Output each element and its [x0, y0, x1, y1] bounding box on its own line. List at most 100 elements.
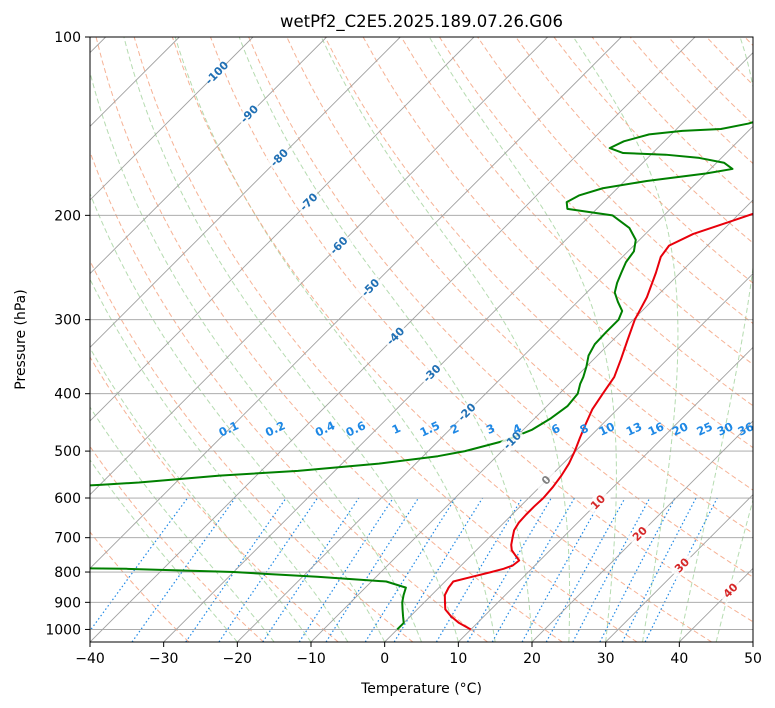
moist-adiabat-line — [174, 37, 496, 642]
moist-adiabat-line — [90, 70, 422, 642]
mixing-ratio-line — [644, 497, 718, 642]
mixing-ratio-line — [435, 497, 523, 642]
isotherm-line — [163, 52, 753, 642]
mixing-ratio-line — [325, 497, 419, 642]
y-tick-label: 900 — [54, 595, 81, 611]
y-tick-label: 100 — [54, 30, 81, 46]
y-tick-label: 1000 — [45, 622, 81, 638]
isotherm-line — [90, 37, 254, 201]
isotherm-line — [90, 37, 622, 569]
mixing-ratio-line — [393, 497, 484, 642]
isotherm-line — [384, 273, 753, 642]
mixing-ratio-line — [218, 497, 318, 642]
moist-adiabat-line — [90, 192, 386, 642]
moist-adiabat-line — [90, 406, 275, 642]
mixing-ratio-label: 1.5 — [418, 418, 442, 439]
mixing-ratio-label: 0.4 — [313, 418, 337, 439]
y-axis-ticks: 100 200 300 400 500 600 700 800 900 1000 — [45, 30, 90, 638]
mixing-ratio-line — [262, 497, 360, 642]
mixing-ratio-label: 30 — [715, 419, 735, 438]
isotherm-line — [90, 37, 401, 348]
mixing-ratio-line — [131, 497, 236, 642]
chart-title: wetPf2_C2E5.2025.189.07.26.G06 — [280, 12, 563, 32]
dry-adiabat-line — [591, 37, 753, 204]
dry-adiabat-line — [210, 37, 753, 623]
mixing-ratio-label: 20 — [670, 419, 690, 438]
mixing-ratio-line — [621, 497, 697, 642]
y-tick-label: 300 — [54, 313, 81, 329]
mixing-ratio-line — [599, 497, 676, 642]
mixing-ratio-label: 13 — [624, 419, 644, 438]
isotherm-line — [752, 641, 753, 642]
y-tick-label: 600 — [54, 491, 81, 507]
y-tick-label: 700 — [54, 531, 81, 547]
mixing-ratio-label: 2 — [448, 421, 461, 437]
isotherm-line — [310, 199, 753, 642]
x-tick-label: −10 — [296, 651, 326, 667]
dry-adiabat-line — [744, 37, 753, 47]
x-tick-label: 50 — [744, 651, 762, 667]
dry-adiabat-line — [248, 37, 753, 578]
isotherm-line — [237, 125, 753, 642]
moist-adiabat-line — [90, 278, 349, 642]
mixing-ratio-label: 0.2 — [263, 418, 287, 439]
dry-adiabat-line — [668, 37, 753, 125]
profile-series — [90, 121, 753, 631]
mixing-ratio-label: 8 — [578, 421, 591, 437]
temperature-profile — [443, 212, 753, 631]
plot-frame — [89, 36, 754, 643]
isotherm-line — [90, 37, 475, 422]
moist-adiabat-line — [678, 37, 753, 642]
dewpoint-profile — [90, 121, 753, 631]
x-axis-ticks: −40 −30 −20 −10 0 10 20 30 40 50 — [75, 642, 762, 667]
mixing-ratio-lines — [90, 497, 718, 642]
y-tick-label: 800 — [54, 565, 81, 581]
x-tick-label: −30 — [149, 651, 179, 667]
x-tick-label: −20 — [223, 651, 253, 667]
moist-adiabat-line — [320, 37, 571, 642]
x-tick-label: 10 — [449, 651, 467, 667]
mixing-ratio-label: 0.6 — [344, 418, 368, 439]
isotherm-line — [458, 346, 753, 642]
x-axis-label: Temperature (°C) — [360, 681, 482, 697]
mixing-ratio-label: 36 — [735, 419, 755, 438]
mixing-ratio-labels: 0.1 0.2 0.4 0.6 1 1.5 2 3 4 6 8 10 13 16 20 25 30 36 — [216, 418, 755, 439]
y-tick-label: 500 — [54, 444, 81, 460]
y-tick-label: 400 — [54, 387, 81, 403]
moist-adiabat-line — [90, 459, 238, 642]
x-tick-label: 40 — [670, 651, 688, 667]
isotherm-line — [90, 37, 327, 275]
dry-adiabat-line — [706, 37, 753, 86]
dry-adiabat-line — [90, 259, 414, 642]
mixing-ratio-line — [364, 497, 456, 642]
y-axis-label: Pressure (hPa) — [13, 289, 29, 389]
mixing-ratio-label: 16 — [646, 419, 666, 438]
x-tick-label: 30 — [597, 651, 615, 667]
dry-adiabat-line — [90, 150, 488, 642]
mixing-ratio-label: 1 — [390, 421, 403, 437]
moist-adiabat-line — [90, 347, 312, 642]
moist-adiabat-line — [123, 37, 459, 642]
dry-adiabat-line — [90, 356, 339, 642]
isotherm-line — [605, 494, 753, 642]
dry-adiabats — [90, 37, 753, 642]
moist-adiabat-line — [572, 37, 679, 642]
dry-adiabat-line — [439, 37, 753, 366]
pressure-gridlines — [90, 37, 753, 630]
x-tick-label: 20 — [523, 651, 541, 667]
x-tick-label: −40 — [75, 651, 105, 667]
dry-adiabat-line — [171, 37, 712, 642]
dry-adiabat-line — [324, 37, 753, 491]
mixing-ratio-label: 3 — [484, 421, 497, 437]
y-tick-label: 200 — [54, 208, 81, 224]
mixing-ratio-label: 6 — [549, 421, 562, 437]
moist-adiabat-line — [238, 37, 533, 642]
dry-adiabat-line — [90, 531, 190, 642]
mixing-ratio-label: 10 — [596, 419, 616, 438]
dry-adiabat-line — [133, 37, 638, 642]
isotherm-line — [90, 37, 548, 496]
x-tick-label: 0 — [380, 651, 389, 667]
mixing-ratio-line — [545, 497, 626, 642]
